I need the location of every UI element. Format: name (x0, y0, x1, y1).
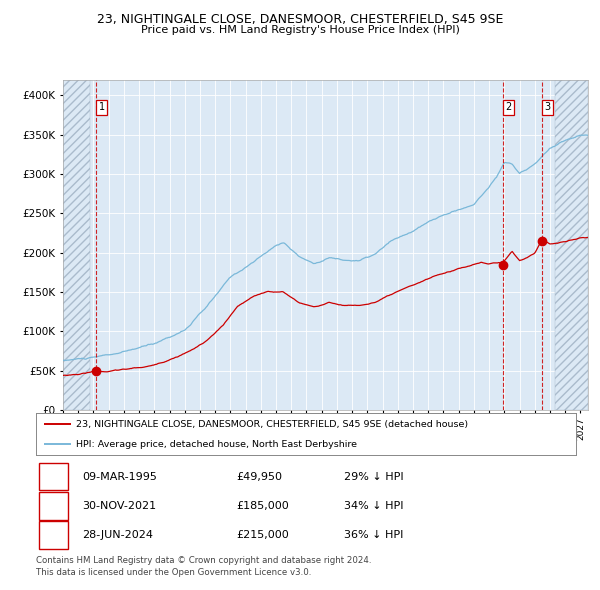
Text: Price paid vs. HM Land Registry's House Price Index (HPI): Price paid vs. HM Land Registry's House … (140, 25, 460, 35)
Text: £49,950: £49,950 (236, 471, 282, 481)
Text: 23, NIGHTINGALE CLOSE, DANESMOOR, CHESTERFIELD, S45 9SE: 23, NIGHTINGALE CLOSE, DANESMOOR, CHESTE… (97, 13, 503, 26)
Text: 28-JUN-2024: 28-JUN-2024 (82, 530, 153, 540)
Text: HPI: Average price, detached house, North East Derbyshire: HPI: Average price, detached house, Nort… (77, 440, 358, 448)
Text: 2: 2 (505, 102, 511, 112)
Text: This data is licensed under the Open Government Licence v3.0.: This data is licensed under the Open Gov… (36, 568, 311, 576)
Text: 3: 3 (50, 530, 57, 540)
Text: 36% ↓ HPI: 36% ↓ HPI (344, 530, 403, 540)
Text: Contains HM Land Registry data © Crown copyright and database right 2024.: Contains HM Land Registry data © Crown c… (36, 556, 371, 565)
Text: 29% ↓ HPI: 29% ↓ HPI (344, 471, 403, 481)
Text: 09-MAR-1995: 09-MAR-1995 (82, 471, 157, 481)
Text: 30-NOV-2021: 30-NOV-2021 (82, 501, 156, 511)
Text: 34% ↓ HPI: 34% ↓ HPI (344, 501, 403, 511)
Text: £215,000: £215,000 (236, 530, 289, 540)
Text: 23, NIGHTINGALE CLOSE, DANESMOOR, CHESTERFIELD, S45 9SE (detached house): 23, NIGHTINGALE CLOSE, DANESMOOR, CHESTE… (77, 420, 469, 429)
Text: 1: 1 (98, 102, 105, 112)
Bar (554, 80, 588, 410)
Bar (63, 80, 91, 410)
Text: £185,000: £185,000 (236, 501, 289, 511)
FancyBboxPatch shape (39, 463, 68, 490)
Text: 2: 2 (50, 501, 57, 511)
Text: 3: 3 (544, 102, 551, 112)
FancyBboxPatch shape (39, 492, 68, 520)
Text: 1: 1 (50, 471, 57, 481)
FancyBboxPatch shape (39, 522, 68, 549)
